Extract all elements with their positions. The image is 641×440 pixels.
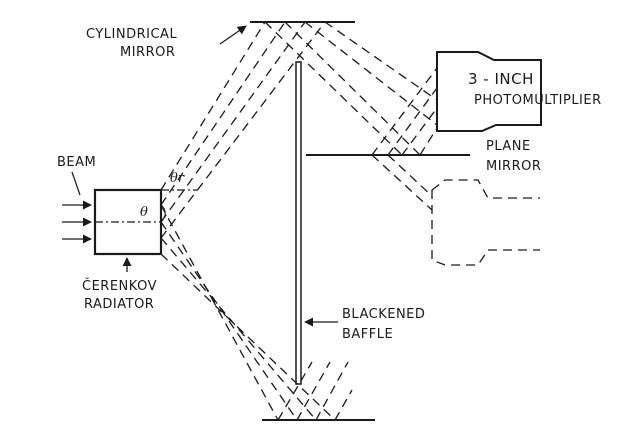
beam-label: BEAM	[57, 155, 96, 170]
theta-r-label: θr	[170, 171, 185, 186]
ray-up-3	[160, 21, 306, 223]
ray-down-1	[160, 204, 279, 421]
blackened-baffle	[295, 61, 302, 385]
ray-up-1	[160, 21, 266, 191]
ray-up-4	[160, 21, 326, 239]
ray-pm-3	[401, 107, 438, 156]
theta-arc	[159, 203, 166, 223]
ray-alt-2	[387, 154, 433, 197]
ray-reflect-2	[284, 21, 421, 156]
ray-reflect-1	[264, 21, 403, 156]
ray-down-2	[160, 221, 298, 421]
plane-mirror-label-line1: PLANE	[486, 139, 531, 154]
ray-bottom-reflect-3	[315, 361, 349, 421]
baffle-label-line1: BLACKENED	[342, 307, 425, 322]
ray-pm-4	[419, 127, 438, 156]
ray-bottom-reflect-2	[296, 361, 331, 421]
ray-bottom-reflect-1	[277, 361, 313, 421]
ray-pm-2	[387, 87, 438, 156]
photomultiplier-label-line2: PHOTOMULTIPLIER	[474, 93, 602, 108]
radiator-label-line2: RADIATOR	[84, 297, 154, 312]
ray-pm-1	[371, 67, 438, 156]
cylindrical-mirror-arrow	[219, 25, 247, 45]
ray-up-2	[160, 21, 286, 206]
cylindrical-mirror-label-line2: MIRROR	[120, 45, 175, 60]
ray-reflect-3	[304, 21, 438, 126]
plane-mirror-label-line2: MIRROR	[486, 159, 541, 174]
ray-down-3	[160, 237, 317, 421]
ray-down-4	[160, 253, 336, 421]
alternate-photomultiplier-lower	[431, 190, 540, 266]
radiator-label-line1: ČERENKOV	[82, 278, 157, 294]
beam-leader	[71, 171, 81, 196]
cylindrical-mirror-label-line1: CYLINDRICAL	[86, 27, 177, 42]
baffle-label-line2: BAFFLE	[342, 327, 393, 342]
alternate-photomultiplier-upper	[431, 179, 540, 199]
ray-reflect-4	[324, 21, 438, 101]
ray-alt-1	[371, 154, 433, 211]
theta-label: θ	[140, 205, 148, 220]
photomultiplier-tube	[436, 51, 542, 132]
photomultiplier-label-line1: 3 - INCH	[468, 70, 534, 88]
ray-bottom-reflect-4	[334, 389, 353, 421]
